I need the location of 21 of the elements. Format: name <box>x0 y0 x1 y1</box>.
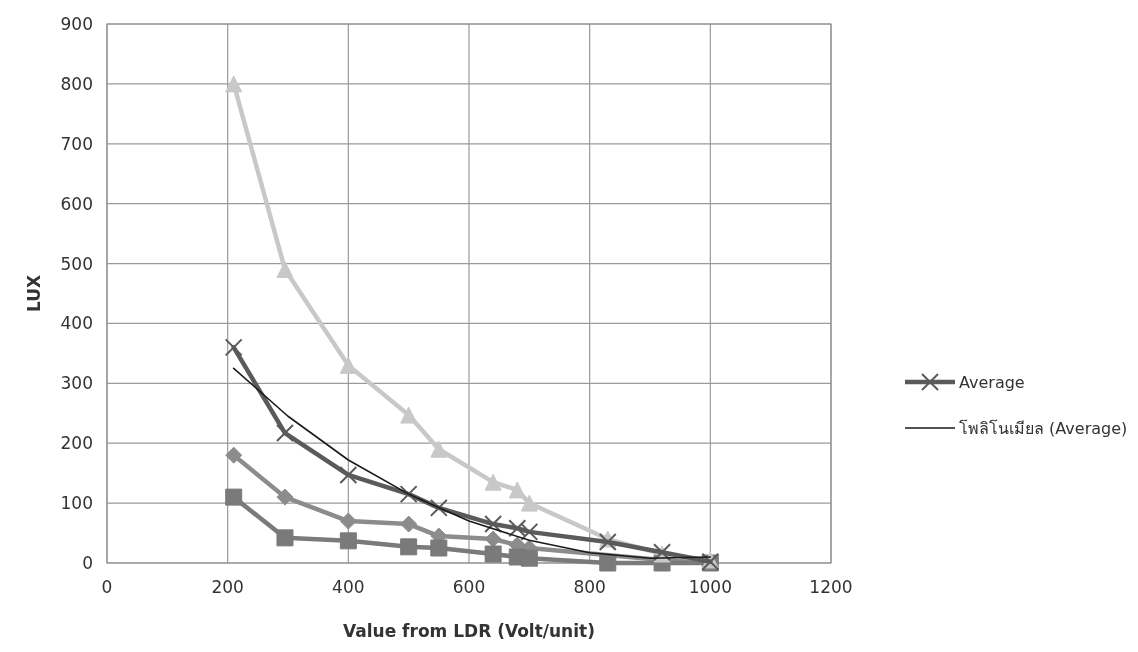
x-tick-label: 400 <box>332 577 365 597</box>
legend-label: โพลิโนเมียล (Average) <box>959 419 1128 438</box>
y-tick-label: 200 <box>60 433 93 454</box>
legend-label: Average <box>959 373 1025 392</box>
x-tick-label: 1000 <box>688 577 732 597</box>
x-tick-label: 200 <box>211 577 244 597</box>
y-tick-label: 300 <box>60 373 93 394</box>
y-tick-label: 700 <box>60 133 93 154</box>
y-tick-label: 800 <box>60 73 93 94</box>
x-axis-title: Value from LDR (Volt/unit) <box>343 621 595 641</box>
x-tick-label: 600 <box>452 577 486 597</box>
y-tick-label: 100 <box>60 493 93 514</box>
y-tick-label: 600 <box>60 193 93 214</box>
y-tick-label: 900 <box>60 14 93 34</box>
y-tick-label: 400 <box>60 313 93 334</box>
x-tick-label: 0 <box>101 577 113 597</box>
y-tick-label: 500 <box>60 253 93 274</box>
y-axis-title: LUX <box>24 274 44 313</box>
x-tick-label: 1200 <box>809 577 853 597</box>
y-tick-label: 0 <box>82 553 93 573</box>
x-tick-label: 800 <box>573 577 606 597</box>
